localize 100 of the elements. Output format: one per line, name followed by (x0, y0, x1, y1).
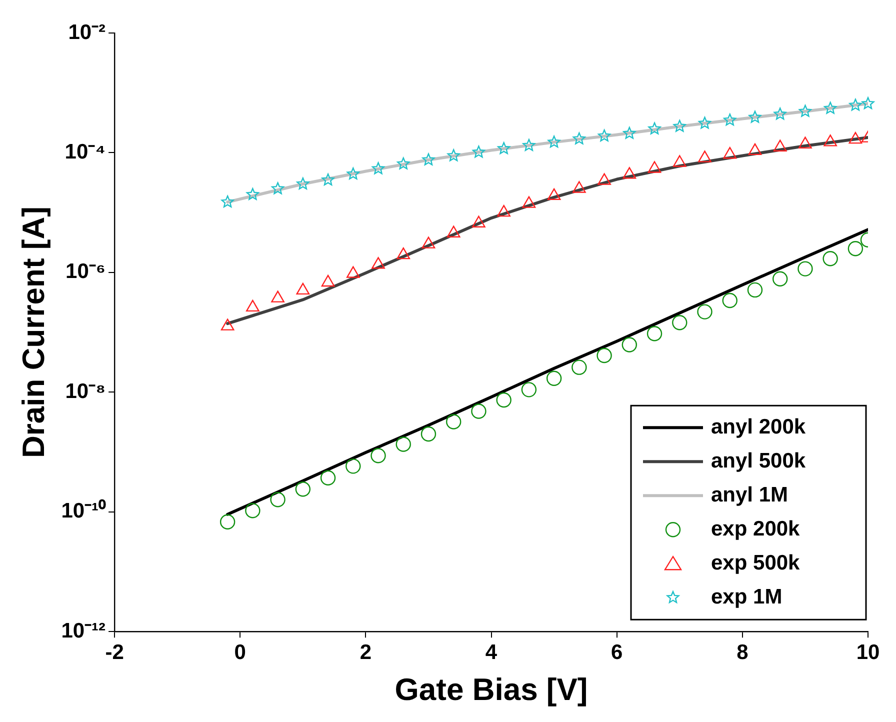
point (245, 503, 260, 518)
y-tick-label: 10⁻¹⁰ (61, 498, 107, 523)
x-tick-label: 10 (856, 640, 880, 664)
point (271, 182, 284, 194)
point (849, 98, 862, 111)
point (774, 108, 786, 120)
point (221, 195, 234, 208)
point (546, 370, 562, 386)
point (521, 382, 537, 398)
point (848, 241, 864, 256)
point (862, 97, 874, 110)
point (496, 392, 512, 408)
point (822, 251, 838, 266)
point (698, 150, 712, 162)
point (322, 173, 334, 186)
point (522, 196, 536, 208)
point (370, 448, 386, 464)
point (648, 161, 662, 173)
legend-label: anyl 200k (711, 415, 806, 438)
point (422, 236, 436, 248)
x-axis-title: Gate Bias [V] (394, 672, 588, 707)
y-tick-label: 10⁻² (68, 20, 106, 44)
x-tick-label: 2 (360, 640, 372, 664)
point (396, 247, 410, 260)
point (320, 470, 336, 486)
legend-label: exp 200k (711, 517, 800, 540)
y-axis-title: Drain Current [A] (16, 206, 52, 458)
point (346, 266, 360, 278)
point (598, 129, 611, 142)
point (772, 271, 788, 286)
point (748, 110, 762, 123)
point (848, 132, 862, 144)
point (321, 274, 335, 287)
point (724, 114, 736, 126)
point (296, 177, 310, 190)
y-tick-label: 10⁻⁸ (65, 380, 106, 403)
y-tick-label: 10⁻¹² (61, 619, 106, 642)
point (446, 226, 460, 238)
point (798, 261, 813, 276)
y-tick-label: 10⁻⁶ (66, 260, 106, 284)
point (472, 146, 486, 158)
point (547, 188, 561, 200)
point (646, 326, 662, 342)
point (397, 157, 410, 170)
x-tick-label: 0 (234, 640, 246, 664)
x-tick-label: 4 (485, 640, 498, 664)
point (824, 102, 837, 114)
x-tick-label: -2 (105, 640, 124, 664)
point (220, 514, 236, 530)
point (296, 282, 310, 295)
point (422, 153, 435, 166)
point (623, 126, 636, 139)
point (295, 482, 311, 497)
point (698, 116, 712, 129)
point (824, 134, 837, 146)
point (622, 167, 636, 179)
point (220, 318, 234, 330)
legend-label: anyl 500k (711, 449, 806, 472)
point (572, 181, 586, 193)
point (572, 132, 586, 144)
point (471, 404, 486, 419)
x-tick-label: 6 (611, 640, 623, 664)
point (723, 147, 737, 159)
point (497, 204, 510, 217)
point (596, 348, 612, 364)
point (747, 282, 763, 298)
legend-label: exp 1M (711, 585, 782, 608)
point (748, 143, 762, 156)
point (672, 155, 686, 167)
point (622, 337, 638, 352)
y-tick-label: 10⁻⁴ (64, 140, 106, 164)
point (548, 136, 560, 148)
point (697, 304, 712, 320)
point (522, 138, 536, 151)
point (447, 149, 460, 162)
point (648, 122, 661, 134)
point (372, 257, 385, 269)
point (270, 492, 286, 508)
legend-label: anyl 1M (711, 483, 788, 506)
point (246, 300, 260, 312)
point (773, 140, 787, 152)
point (498, 142, 510, 154)
point (472, 216, 486, 228)
legend-label: exp 500k (711, 551, 800, 574)
point (346, 458, 361, 474)
point (396, 436, 411, 452)
point (420, 426, 436, 442)
point (673, 120, 686, 132)
point (572, 360, 587, 375)
x-tick-label: 8 (736, 640, 749, 664)
point (798, 104, 812, 117)
point (346, 167, 360, 180)
point (372, 162, 385, 174)
point (246, 188, 259, 200)
point (798, 136, 812, 148)
point (672, 315, 688, 330)
point (271, 290, 284, 302)
point (722, 292, 738, 308)
point (446, 414, 462, 430)
point (598, 173, 611, 185)
